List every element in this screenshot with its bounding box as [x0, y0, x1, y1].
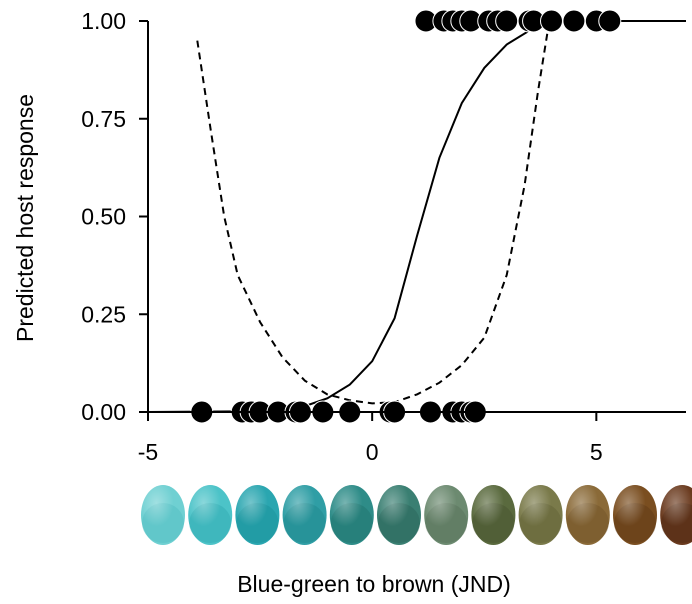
egg-swatch	[329, 485, 374, 545]
plot-area	[147, 9, 686, 424]
egg-highlight	[377, 485, 421, 545]
dashed-curve	[196, 20, 551, 405]
egg-color-scale	[141, 485, 692, 545]
egg-highlight	[424, 485, 469, 545]
egg-swatch	[235, 485, 280, 545]
egg-highlight	[141, 485, 185, 545]
egg-highlight	[235, 485, 280, 545]
egg-swatch	[282, 485, 327, 545]
egg-highlight	[518, 485, 563, 545]
egg-highlight	[471, 485, 516, 545]
data-point	[540, 9, 563, 33]
y-tick-label: 1.00	[81, 8, 126, 34]
y-tick-label: 0.00	[81, 399, 126, 425]
egg-swatch	[424, 485, 469, 545]
data-point	[562, 9, 586, 33]
x-tick-label: -5	[138, 439, 158, 465]
egg-highlight	[565, 485, 610, 545]
egg-swatch	[377, 485, 421, 545]
egg-swatch	[141, 485, 185, 545]
egg-swatch	[613, 485, 657, 545]
egg-swatch	[518, 485, 563, 545]
x-axis-title: Blue-green to brown (JND)	[237, 571, 511, 597]
y-tick-label: 0.50	[81, 204, 126, 230]
egg-swatch	[471, 485, 516, 545]
egg-highlight	[188, 485, 233, 545]
egg-swatch	[565, 485, 610, 545]
y-tick-label: 0.25	[81, 301, 126, 327]
egg-swatch	[188, 485, 233, 545]
egg-highlight	[329, 485, 374, 545]
data-point	[598, 9, 622, 33]
egg-highlight	[660, 485, 692, 545]
solid-curve	[147, 20, 686, 413]
y-tick-label: 0.75	[81, 106, 126, 132]
x-tick-label: 0	[366, 439, 379, 465]
egg-highlight	[282, 485, 327, 545]
egg-highlight	[613, 485, 657, 545]
axes: -5 0 5 0.00 0.25 0.50 0.75 1.00	[81, 8, 686, 465]
y-axis-title: Predicted host response	[12, 94, 38, 342]
data-point	[495, 9, 519, 33]
x-tick-label: 5	[590, 439, 603, 465]
egg-swatch	[660, 485, 692, 545]
